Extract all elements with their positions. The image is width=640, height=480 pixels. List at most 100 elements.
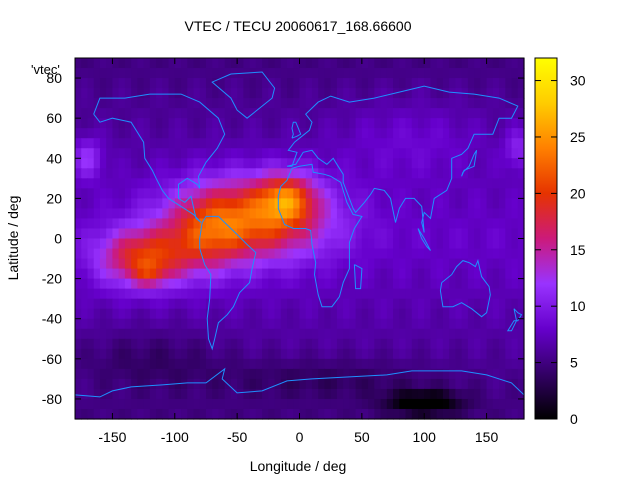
heatmap-cell	[405, 378, 413, 390]
heatmap-cell	[343, 98, 350, 109]
heatmap-cell	[299, 268, 307, 280]
heatmap-cell	[87, 218, 95, 230]
heatmap-cell	[299, 238, 307, 250]
heatmap-cell	[417, 128, 425, 139]
heatmap-cell	[449, 78, 457, 89]
heatmap-cell	[474, 288, 481, 300]
heatmap-cell	[318, 358, 326, 370]
heatmap-cell	[268, 268, 276, 280]
heatmap-cell	[118, 298, 126, 310]
heatmap-cell	[99, 98, 107, 109]
heatmap-cell	[436, 398, 444, 410]
heatmap-cell	[168, 388, 176, 400]
heatmap-cell	[143, 268, 151, 280]
heatmap-cell	[230, 288, 238, 300]
heatmap-cell	[467, 58, 475, 69]
heatmap-cell	[212, 388, 220, 400]
heatmap-cell	[199, 188, 207, 199]
heatmap-cell	[486, 328, 494, 340]
heatmap-cell	[168, 148, 176, 159]
heatmap-cell	[112, 198, 120, 210]
heatmap-cell	[374, 238, 382, 250]
heatmap-cell	[224, 338, 232, 350]
heatmap-cell	[349, 348, 357, 360]
heatmap-cell	[305, 98, 313, 109]
colorbar-tick-label: 15	[570, 242, 586, 258]
heatmap-cell	[368, 258, 375, 270]
heatmap-cell	[255, 218, 263, 230]
heatmap-cell	[274, 128, 282, 139]
heatmap-cell	[311, 168, 319, 179]
heatmap-cell	[449, 338, 457, 350]
heatmap-cell	[143, 178, 151, 189]
heatmap-cell	[243, 148, 251, 159]
heatmap-cell	[393, 358, 400, 370]
heatmap-cell	[474, 168, 481, 179]
heatmap-cell	[181, 88, 188, 99]
heatmap-cell	[449, 258, 457, 270]
heatmap-cell	[511, 368, 519, 380]
y-tick-label: 80	[46, 70, 62, 86]
heatmap-cell	[305, 318, 313, 330]
heatmap-cell	[417, 238, 425, 250]
heatmap-cell	[137, 128, 145, 139]
heatmap-cell	[274, 88, 282, 99]
heatmap-cell	[467, 398, 475, 410]
heatmap-cell	[118, 278, 126, 290]
heatmap-cell	[355, 278, 363, 290]
heatmap-cell	[193, 68, 201, 79]
heatmap-cell	[181, 218, 188, 230]
heatmap-cell	[361, 398, 369, 410]
heatmap-cell	[205, 318, 213, 330]
heatmap-cell	[517, 148, 525, 159]
heatmap-cell	[461, 378, 469, 390]
heatmap-cell	[81, 78, 89, 89]
heatmap-cell	[75, 178, 82, 189]
heatmap-cell	[93, 258, 101, 270]
heatmap-cell	[411, 108, 419, 119]
heatmap-cell	[293, 348, 301, 360]
heatmap-cell	[480, 378, 488, 390]
heatmap-cell	[324, 378, 332, 390]
heatmap-cell	[280, 268, 288, 280]
heatmap-cell	[505, 398, 513, 410]
heatmap-cell	[268, 188, 276, 199]
heatmap-cell	[399, 58, 407, 69]
heatmap-cell	[318, 318, 326, 330]
heatmap-cell	[330, 158, 338, 169]
heatmap-cell	[486, 318, 494, 330]
heatmap-cell	[237, 98, 244, 109]
heatmap-cell	[424, 78, 432, 89]
heatmap-cell	[368, 218, 375, 230]
heatmap-cell	[243, 98, 251, 109]
heatmap-cell	[361, 118, 369, 129]
heatmap-cell	[461, 408, 469, 420]
heatmap-cell	[461, 398, 469, 410]
heatmap-cell	[168, 208, 176, 220]
heatmap-cell	[355, 248, 363, 260]
heatmap-cell	[405, 168, 413, 179]
heatmap-cell	[393, 408, 400, 420]
heatmap-cell	[199, 228, 207, 240]
heatmap-cell	[411, 338, 419, 350]
heatmap-cell	[336, 78, 344, 89]
heatmap-cell	[517, 248, 525, 260]
heatmap-cell	[162, 268, 170, 280]
heatmap-cell	[299, 128, 307, 139]
heatmap-cell	[386, 298, 394, 310]
heatmap-cell	[168, 128, 176, 139]
heatmap-cell	[199, 128, 207, 139]
heatmap-cell	[118, 148, 126, 159]
heatmap-cell	[224, 218, 232, 230]
legend-label: 'vtec'	[31, 62, 60, 77]
heatmap-cell	[424, 228, 432, 240]
heatmap-cell	[330, 248, 338, 260]
heatmap-cell	[380, 158, 388, 169]
heatmap-cell	[274, 78, 282, 89]
heatmap-cell	[131, 288, 138, 300]
heatmap-cell	[112, 158, 120, 169]
heatmap-cell	[486, 258, 494, 270]
heatmap-cell	[81, 318, 89, 330]
heatmap-cell	[336, 218, 344, 230]
heatmap-cell	[156, 408, 163, 420]
